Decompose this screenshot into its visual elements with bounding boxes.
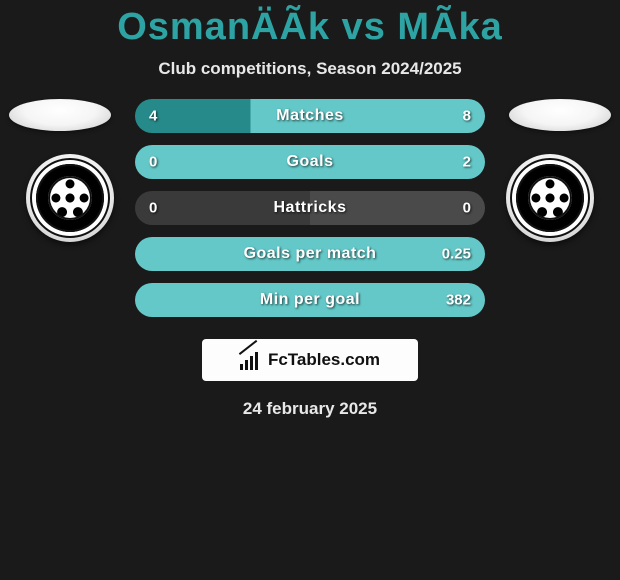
stat-row: 0 Goals 2 <box>135 145 485 179</box>
comparison-panel: 1905 1905 4 Matches 8 0 Goals 2 0 Hattricks 0 Goa… <box>0 99 620 419</box>
stat-label: Min per goal <box>260 291 360 309</box>
stat-row: 0 Hattricks 0 <box>135 191 485 225</box>
stat-value-right: 8 <box>463 108 471 125</box>
stat-rows: 4 Matches 8 0 Goals 2 0 Hattricks 0 Goals per mat… <box>135 99 485 317</box>
page-title: OsmanÄÃ­k vs MÃ­ka <box>0 0 620 49</box>
stat-value-right: 382 <box>446 292 471 309</box>
stat-label: Hattricks <box>274 199 347 217</box>
player-avatar-left <box>9 99 111 131</box>
club-crest-left: 1905 <box>26 154 114 242</box>
stat-value-left: 0 <box>149 200 157 217</box>
player-avatar-right <box>509 99 611 131</box>
stat-row: Min per goal 382 <box>135 283 485 317</box>
stat-value-right: 0 <box>463 200 471 217</box>
stat-value-left: 4 <box>149 108 157 125</box>
stat-row: Goals per match 0.25 <box>135 237 485 271</box>
brand-logo-icon <box>240 350 262 370</box>
stat-value-right: 0.25 <box>442 246 471 263</box>
stat-label: Goals per match <box>244 245 377 263</box>
brand-badge: FcTables.com <box>202 339 418 381</box>
stat-row: 4 Matches 8 <box>135 99 485 133</box>
club-crest-right: 1905 <box>506 154 594 242</box>
stat-value-left: 0 <box>149 154 157 171</box>
subtitle: Club competitions, Season 2024/2025 <box>0 59 620 79</box>
date-text: 24 february 2025 <box>0 399 620 419</box>
stat-label: Goals <box>287 153 334 171</box>
stat-value-right: 2 <box>463 154 471 171</box>
stat-label: Matches <box>276 107 344 125</box>
brand-text: FcTables.com <box>268 350 380 370</box>
